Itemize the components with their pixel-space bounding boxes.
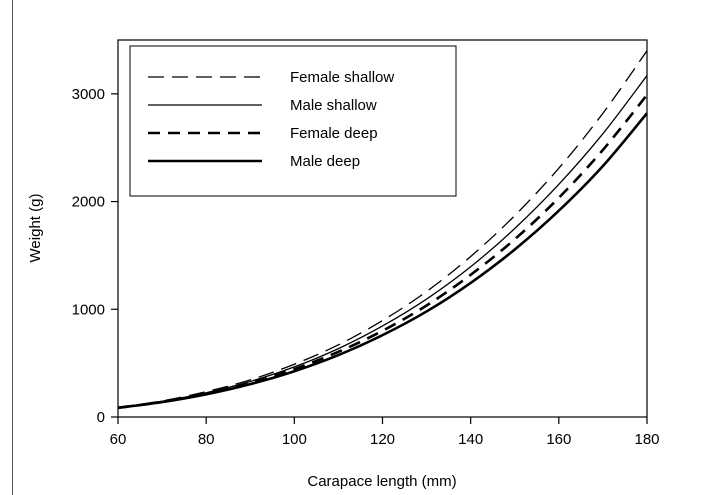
y-axis: 0 1000 2000 3000 (72, 86, 118, 426)
y-tick-label: 2000 (72, 194, 105, 211)
legend-box (129, 45, 457, 197)
series-line-male-deep (117, 112, 648, 410)
y-tick-label: 0 (97, 409, 105, 426)
x-tick-label: 180 (634, 431, 659, 448)
x-tick-label: 100 (282, 431, 307, 448)
y-tick-label: 3000 (72, 86, 105, 103)
legend-items: Female shallow Male shallow Female deep Mal… (148, 69, 394, 170)
x-axis-title: Carapace length (mm) (307, 473, 456, 490)
x-tick-label: 80 (198, 431, 215, 448)
series-layer (117, 50, 649, 410)
y-axis-title: Weight (g) (27, 194, 44, 263)
x-tick-label: 140 (458, 431, 483, 448)
legend-label: Male deep (290, 153, 360, 170)
series-line-female-shallow (117, 50, 648, 408)
left-border-line (12, 0, 13, 495)
x-axis: 60 80 100 120 140 160 180 (110, 417, 660, 448)
y-tick-label: 1000 (72, 301, 105, 318)
legend-label: Female deep (290, 125, 378, 142)
x-tick-label: 160 (546, 431, 571, 448)
x-tick-label: 120 (370, 431, 395, 448)
legend-label: Female shallow (290, 69, 394, 86)
legend: Female shallow Male shallow Female deep Mal… (129, 45, 457, 197)
legend-label: Male shallow (290, 97, 377, 114)
x-tick-label: 60 (110, 431, 127, 448)
